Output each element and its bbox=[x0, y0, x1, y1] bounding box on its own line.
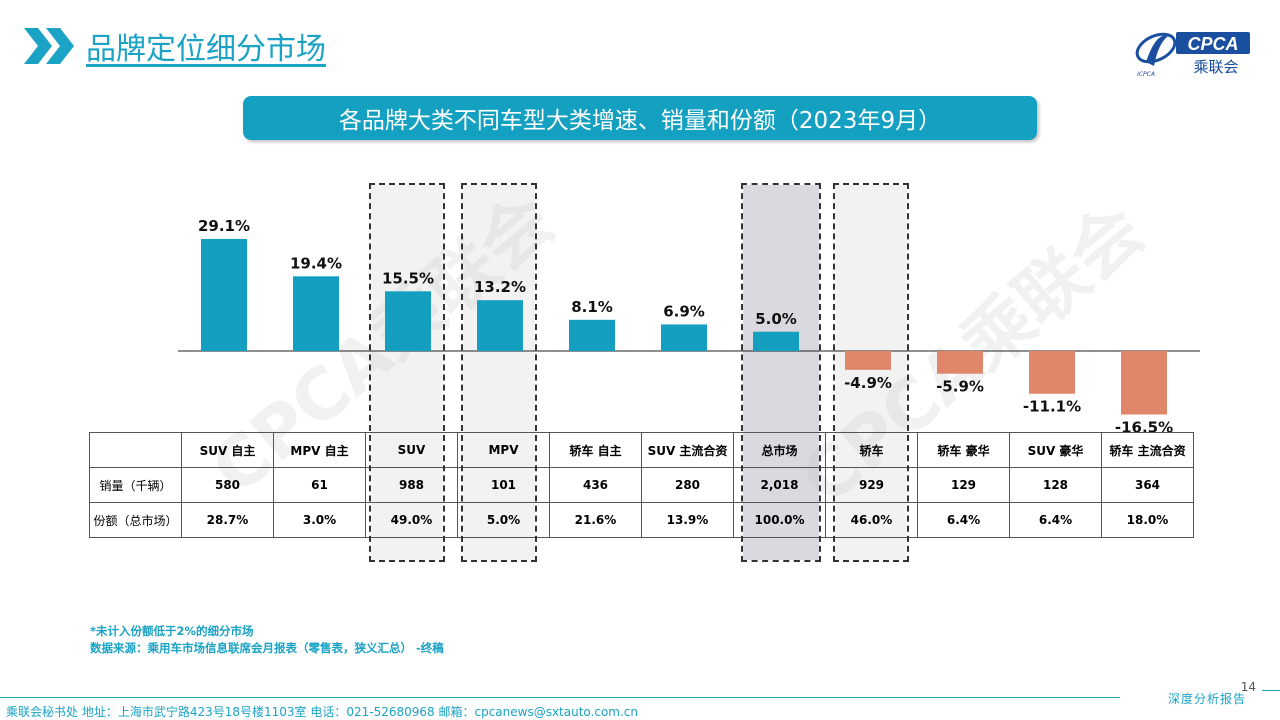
table-header-6: 总市场 bbox=[733, 432, 826, 468]
table-cell-0-9: 128 bbox=[1009, 467, 1102, 503]
table-cell-1-9: 6.4% bbox=[1009, 502, 1102, 538]
table-cell-0-4: 436 bbox=[549, 467, 642, 503]
bar-label-6: 5.0% bbox=[755, 310, 797, 328]
table-header-1: MPV 自主 bbox=[273, 432, 366, 468]
table-row-label-1: 份额（总市场） bbox=[89, 502, 182, 538]
data-table: SUV 自主 MPV 自主 SUV MPV 轿车 自主 SUV 主流合资 总市场 轿车 轿车 豪… bbox=[89, 432, 1194, 538]
page-number: 14 bbox=[1240, 680, 1256, 694]
bar-7 bbox=[845, 351, 891, 370]
bar-1 bbox=[293, 276, 339, 351]
table-cell-0-3: 101 bbox=[457, 467, 550, 503]
table-cell-1-10: 18.0% bbox=[1101, 502, 1194, 538]
title-area: 品牌定位细分市场 bbox=[22, 24, 326, 68]
table-cell-1-2: 49.0% bbox=[365, 502, 458, 538]
cpca-logo: CPCA 乘联会 ICPCA bbox=[1135, 32, 1250, 78]
logo-small: ICPCA bbox=[1137, 71, 1155, 78]
double-chevron-icon bbox=[24, 28, 74, 64]
table-cell-1-0: 28.7% bbox=[181, 502, 274, 538]
table-cell-0-5: 280 bbox=[641, 467, 734, 503]
table-header-4: 轿车 自主 bbox=[549, 432, 642, 468]
bar-label-7: -4.9% bbox=[844, 374, 892, 392]
bar-label-5: 6.9% bbox=[663, 302, 705, 320]
page-title: 品牌定位细分市场 bbox=[86, 32, 326, 67]
table-cell-0-6: 2,018 bbox=[733, 467, 826, 503]
logo-cn: 乘联会 bbox=[1193, 58, 1238, 76]
bar-4 bbox=[569, 319, 615, 351]
bar-0 bbox=[201, 238, 247, 351]
bar-3 bbox=[477, 300, 523, 351]
table-header-2: SUV bbox=[365, 432, 458, 468]
footnote-line1: *未计入份额低于2%的细分市场 bbox=[90, 624, 254, 638]
footer-contact: 乘联会秘书处 地址：上海市武宁路423号18号楼1103室 电话：021-526… bbox=[6, 705, 639, 719]
bar-label-9: -11.1% bbox=[1023, 398, 1081, 416]
table-header-3: MPV bbox=[457, 432, 550, 468]
table-cell-0-1: 61 bbox=[273, 467, 366, 503]
bar-6 bbox=[753, 331, 799, 351]
table-cell-1-6: 100.0% bbox=[733, 502, 826, 538]
table-cell-0-2: 988 bbox=[365, 467, 458, 503]
footnote: *未计入份额低于2%的细分市场 数据来源：乘用车市场信息联席会月报表（零售表，狭… bbox=[90, 623, 444, 657]
footer-divider bbox=[0, 697, 1120, 698]
table-header-5: SUV 主流合资 bbox=[641, 432, 734, 468]
bar-label-3: 13.2% bbox=[474, 278, 526, 296]
footer-divider-right bbox=[1262, 690, 1280, 691]
bar-9 bbox=[1029, 351, 1075, 394]
logo-text: CPCA bbox=[1187, 34, 1238, 54]
table-corner bbox=[89, 432, 182, 468]
bar-label-0: 29.1% bbox=[198, 217, 250, 235]
table-header-7: 轿车 bbox=[825, 432, 918, 468]
report-tag: 深度分析报告 bbox=[1167, 692, 1246, 706]
table-header-8: 轿车 豪华 bbox=[917, 432, 1010, 468]
bar-label-2: 15.5% bbox=[382, 269, 434, 287]
table-cell-1-5: 13.9% bbox=[641, 502, 734, 538]
table-row-sales: 销量（千辆） 580 61 988 101 436 280 2,018 929 129 128 364 bbox=[89, 467, 1194, 503]
table-header-0: SUV 自主 bbox=[181, 432, 274, 468]
growth-bar-chart: 29.1% 19.4% 15.5% 13.2% 8.1% 6.9% 5.0% -4.9% -5.… bbox=[178, 217, 1200, 437]
table-cell-1-3: 5.0% bbox=[457, 502, 550, 538]
bar-2 bbox=[385, 291, 431, 351]
bar-8 bbox=[937, 351, 983, 374]
table-cell-0-7: 929 bbox=[825, 467, 918, 503]
chart-banner: 各品牌大类不同车型大类增速、销量和份额（2023年9月） bbox=[243, 96, 1037, 140]
bar-label-4: 8.1% bbox=[571, 298, 613, 316]
bar-10 bbox=[1121, 351, 1167, 415]
table-row-share: 份额（总市场） 28.7% 3.0% 49.0% 5.0% 21.6% 13.9% 100.0… bbox=[89, 502, 1194, 538]
table-header-row: SUV 自主 MPV 自主 SUV MPV 轿车 自主 SUV 主流合资 总市场 轿车 轿车 豪… bbox=[89, 432, 1194, 468]
table-cell-0-0: 580 bbox=[181, 467, 274, 503]
table-header-9: SUV 豪华 bbox=[1009, 432, 1102, 468]
table-cell-0-8: 129 bbox=[917, 467, 1010, 503]
table-header-10: 轿车 主流合资 bbox=[1101, 432, 1194, 468]
table-cell-1-1: 3.0% bbox=[273, 502, 366, 538]
table-cell-1-8: 6.4% bbox=[917, 502, 1010, 538]
table-cell-1-7: 46.0% bbox=[825, 502, 918, 538]
footnote-source: 数据来源：乘用车市场信息联席会月报表（零售表，狭义汇总） -终稿 bbox=[90, 641, 444, 655]
table-row-label-0: 销量（千辆） bbox=[89, 467, 182, 503]
bar-label-1: 19.4% bbox=[290, 254, 342, 272]
table-cell-0-10: 364 bbox=[1101, 467, 1194, 503]
bar-label-8: -5.9% bbox=[936, 378, 984, 396]
table-cell-1-4: 21.6% bbox=[549, 502, 642, 538]
bar-5 bbox=[661, 324, 707, 351]
